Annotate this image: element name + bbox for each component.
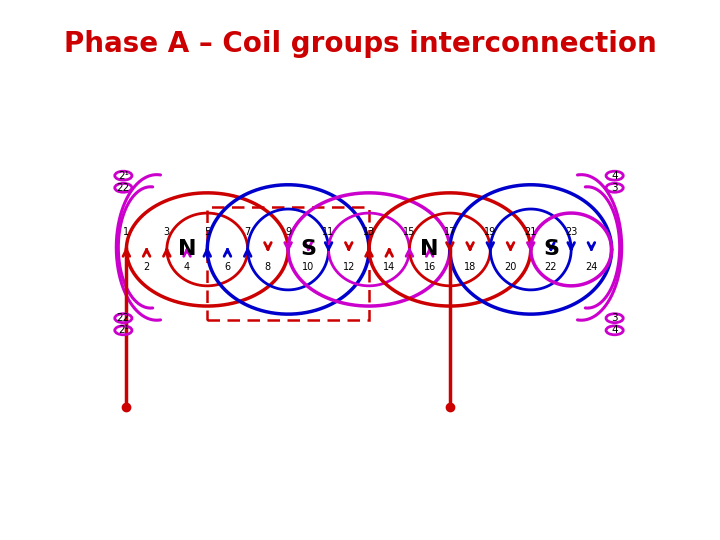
Text: N: N [178, 239, 197, 259]
Text: S: S [300, 239, 316, 259]
Text: N: N [420, 239, 439, 259]
Text: 18: 18 [464, 262, 476, 272]
Text: 19: 19 [484, 227, 496, 237]
Text: 22: 22 [117, 313, 130, 323]
Text: 4: 4 [184, 262, 190, 272]
Bar [207, 207, 369, 320]
Text: 2¹: 2¹ [118, 171, 129, 181]
Text: 3: 3 [163, 227, 170, 237]
Text: 21: 21 [525, 227, 537, 237]
Text: S: S [543, 239, 559, 259]
Text: 22: 22 [117, 183, 130, 193]
Text: 1: 1 [123, 227, 130, 237]
Text: 4: 4 [611, 171, 618, 181]
Text: 8: 8 [265, 262, 271, 272]
Text: 24: 24 [585, 262, 598, 272]
Text: 14: 14 [383, 262, 395, 272]
Text: 22: 22 [545, 262, 557, 272]
Text: 16: 16 [423, 262, 436, 272]
Text: 2¹: 2¹ [118, 325, 129, 335]
Text: 12: 12 [343, 262, 355, 272]
Text: 3: 3 [611, 183, 618, 193]
Text: 17: 17 [444, 227, 456, 237]
Text: 4: 4 [611, 325, 618, 335]
Text: 7: 7 [245, 227, 251, 237]
Text: 3: 3 [611, 313, 618, 323]
Text: 2: 2 [143, 262, 150, 272]
Text: 13: 13 [363, 227, 375, 237]
Text: Phase A – Coil groups interconnection: Phase A – Coil groups interconnection [63, 30, 657, 58]
Text: 6: 6 [225, 262, 230, 272]
Text: 10: 10 [302, 262, 315, 272]
Text: 15: 15 [403, 227, 415, 237]
Text: 9: 9 [285, 227, 291, 237]
Text: 11: 11 [323, 227, 335, 237]
Text: 5: 5 [204, 227, 210, 237]
Text: 23: 23 [565, 227, 577, 237]
Text: 20: 20 [504, 262, 517, 272]
